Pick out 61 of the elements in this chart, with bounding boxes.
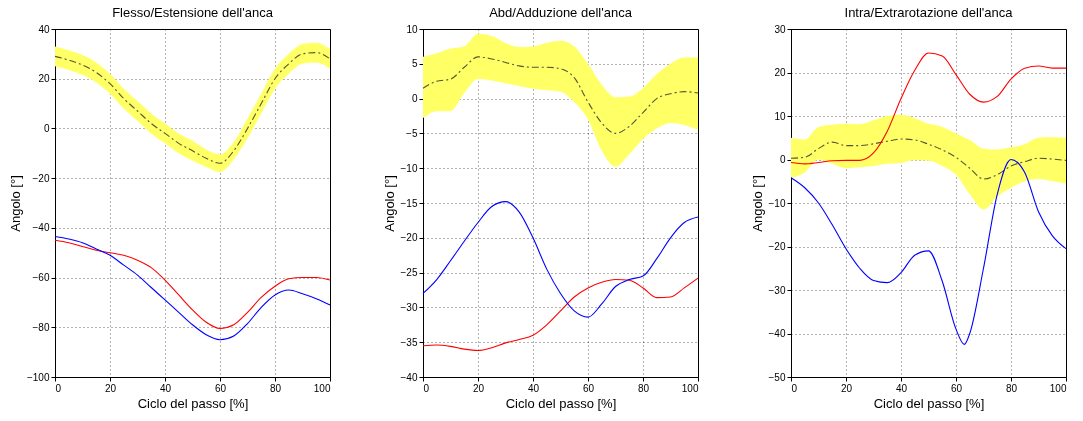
y-tick-label: 0 [779, 154, 786, 165]
y-axis-title: Angolo [°] [749, 175, 765, 232]
x-tick-label: 0 [791, 382, 798, 394]
y-axis-title: Angolo [°] [7, 175, 23, 232]
x-tick-label: 40 [527, 382, 540, 394]
x-tick-label: 80 [637, 382, 650, 394]
y-tick-label: −5 [406, 127, 418, 139]
y-tick-label: −25 [400, 267, 418, 279]
chart-title: Flesso/Estensione dell'anca [112, 5, 274, 20]
y-tick-label: −10 [768, 197, 786, 209]
y-tick-label: −20 [768, 241, 786, 252]
chart-title: Abd/Adduzione dell'anca [489, 5, 633, 20]
x-tick-label: 60 [214, 382, 227, 394]
x-tick-label: 100 [681, 382, 699, 394]
y-tick-label: −35 [400, 336, 418, 348]
y-tick-label: −80 [32, 321, 50, 333]
x-tick-label: 20 [104, 382, 117, 394]
line-series [422, 201, 699, 318]
x-tick-label: 0 [423, 382, 430, 394]
y-tick-label: 40 [38, 23, 50, 35]
y-tick-label: 30 [774, 23, 786, 35]
x-tick-label: 60 [582, 382, 595, 394]
x-tick-label: 80 [1005, 382, 1018, 394]
x-tick-label: 20 [840, 382, 853, 394]
y-tick-label: −30 [768, 284, 786, 296]
y-tick-label: 0 [43, 122, 50, 134]
line-series [790, 52, 1067, 165]
y-tick-label: 20 [774, 67, 786, 78]
x-tick-label: 40 [895, 382, 908, 394]
y-tick-label: −60 [32, 272, 50, 284]
x-tick-label: 40 [159, 382, 172, 394]
y-tick-label: 5 [411, 58, 418, 70]
y-tick-label: 20 [38, 73, 50, 85]
x-tick-label: 80 [269, 382, 282, 394]
y-tick-label: −15 [400, 197, 418, 209]
chart-title: Intra/Extrarotazione dell'anca [844, 5, 1014, 20]
x-tick-label: 100 [1049, 382, 1067, 394]
y-tick-label: 10 [774, 110, 786, 122]
y-tick-label: −40 [32, 222, 50, 234]
y-tick-label: −50 [768, 371, 786, 383]
y-tick-label: −20 [32, 172, 50, 184]
y-axis-title: Angolo [°] [381, 175, 397, 232]
y-tick-label: 10 [406, 23, 418, 35]
x-tick-label: 60 [950, 382, 963, 394]
y-tick-label: 0 [411, 93, 418, 105]
line-series [422, 56, 699, 134]
y-tick-label: −40 [400, 371, 418, 383]
line-series [790, 138, 1067, 180]
y-tick-label: −40 [768, 328, 786, 339]
y-tick-label: −20 [400, 232, 418, 244]
x-tick-label: 20 [472, 382, 485, 394]
y-tick-label: −30 [400, 301, 418, 313]
y-tick-label: −100 [26, 371, 50, 383]
x-tick-label: 100 [313, 382, 331, 394]
line-series [422, 277, 699, 352]
x-axis-title: Ciclo del passo [%] [873, 395, 985, 411]
x-tick-label: 0 [55, 382, 62, 394]
line-series [790, 158, 1067, 345]
x-axis-title: Ciclo del passo [%] [137, 395, 249, 411]
x-axis-title: Ciclo del passo [%] [505, 395, 617, 411]
y-tick-label: −10 [400, 162, 418, 174]
